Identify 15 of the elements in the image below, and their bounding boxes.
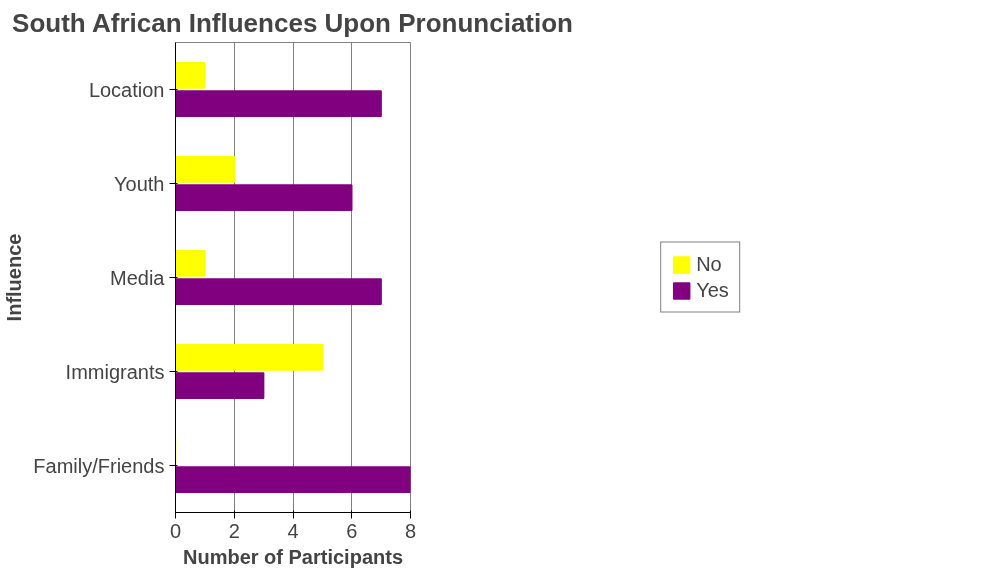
x-tick-label: 6 [346,519,358,542]
y-tick-label: Media [110,266,166,289]
y-axis-title: Influence [3,233,26,322]
legend-label: No [696,252,722,276]
chart-title: South African Influences Upon Pronunciation [12,7,573,38]
x-tick-label: 8 [404,519,417,542]
y-tick-label: Family/Friends [33,454,165,477]
y-tick-label: Immigrants [65,360,165,383]
legend-label: Yes [696,278,729,302]
x-tick-label: 4 [287,519,299,542]
x-tick-label: 0 [169,519,182,542]
x-tick-label: 2 [228,519,240,542]
y-tick-label: Youth [114,172,165,195]
y-tick-label: Location [88,78,165,101]
x-axis-title: Number of Participants [182,545,404,568]
